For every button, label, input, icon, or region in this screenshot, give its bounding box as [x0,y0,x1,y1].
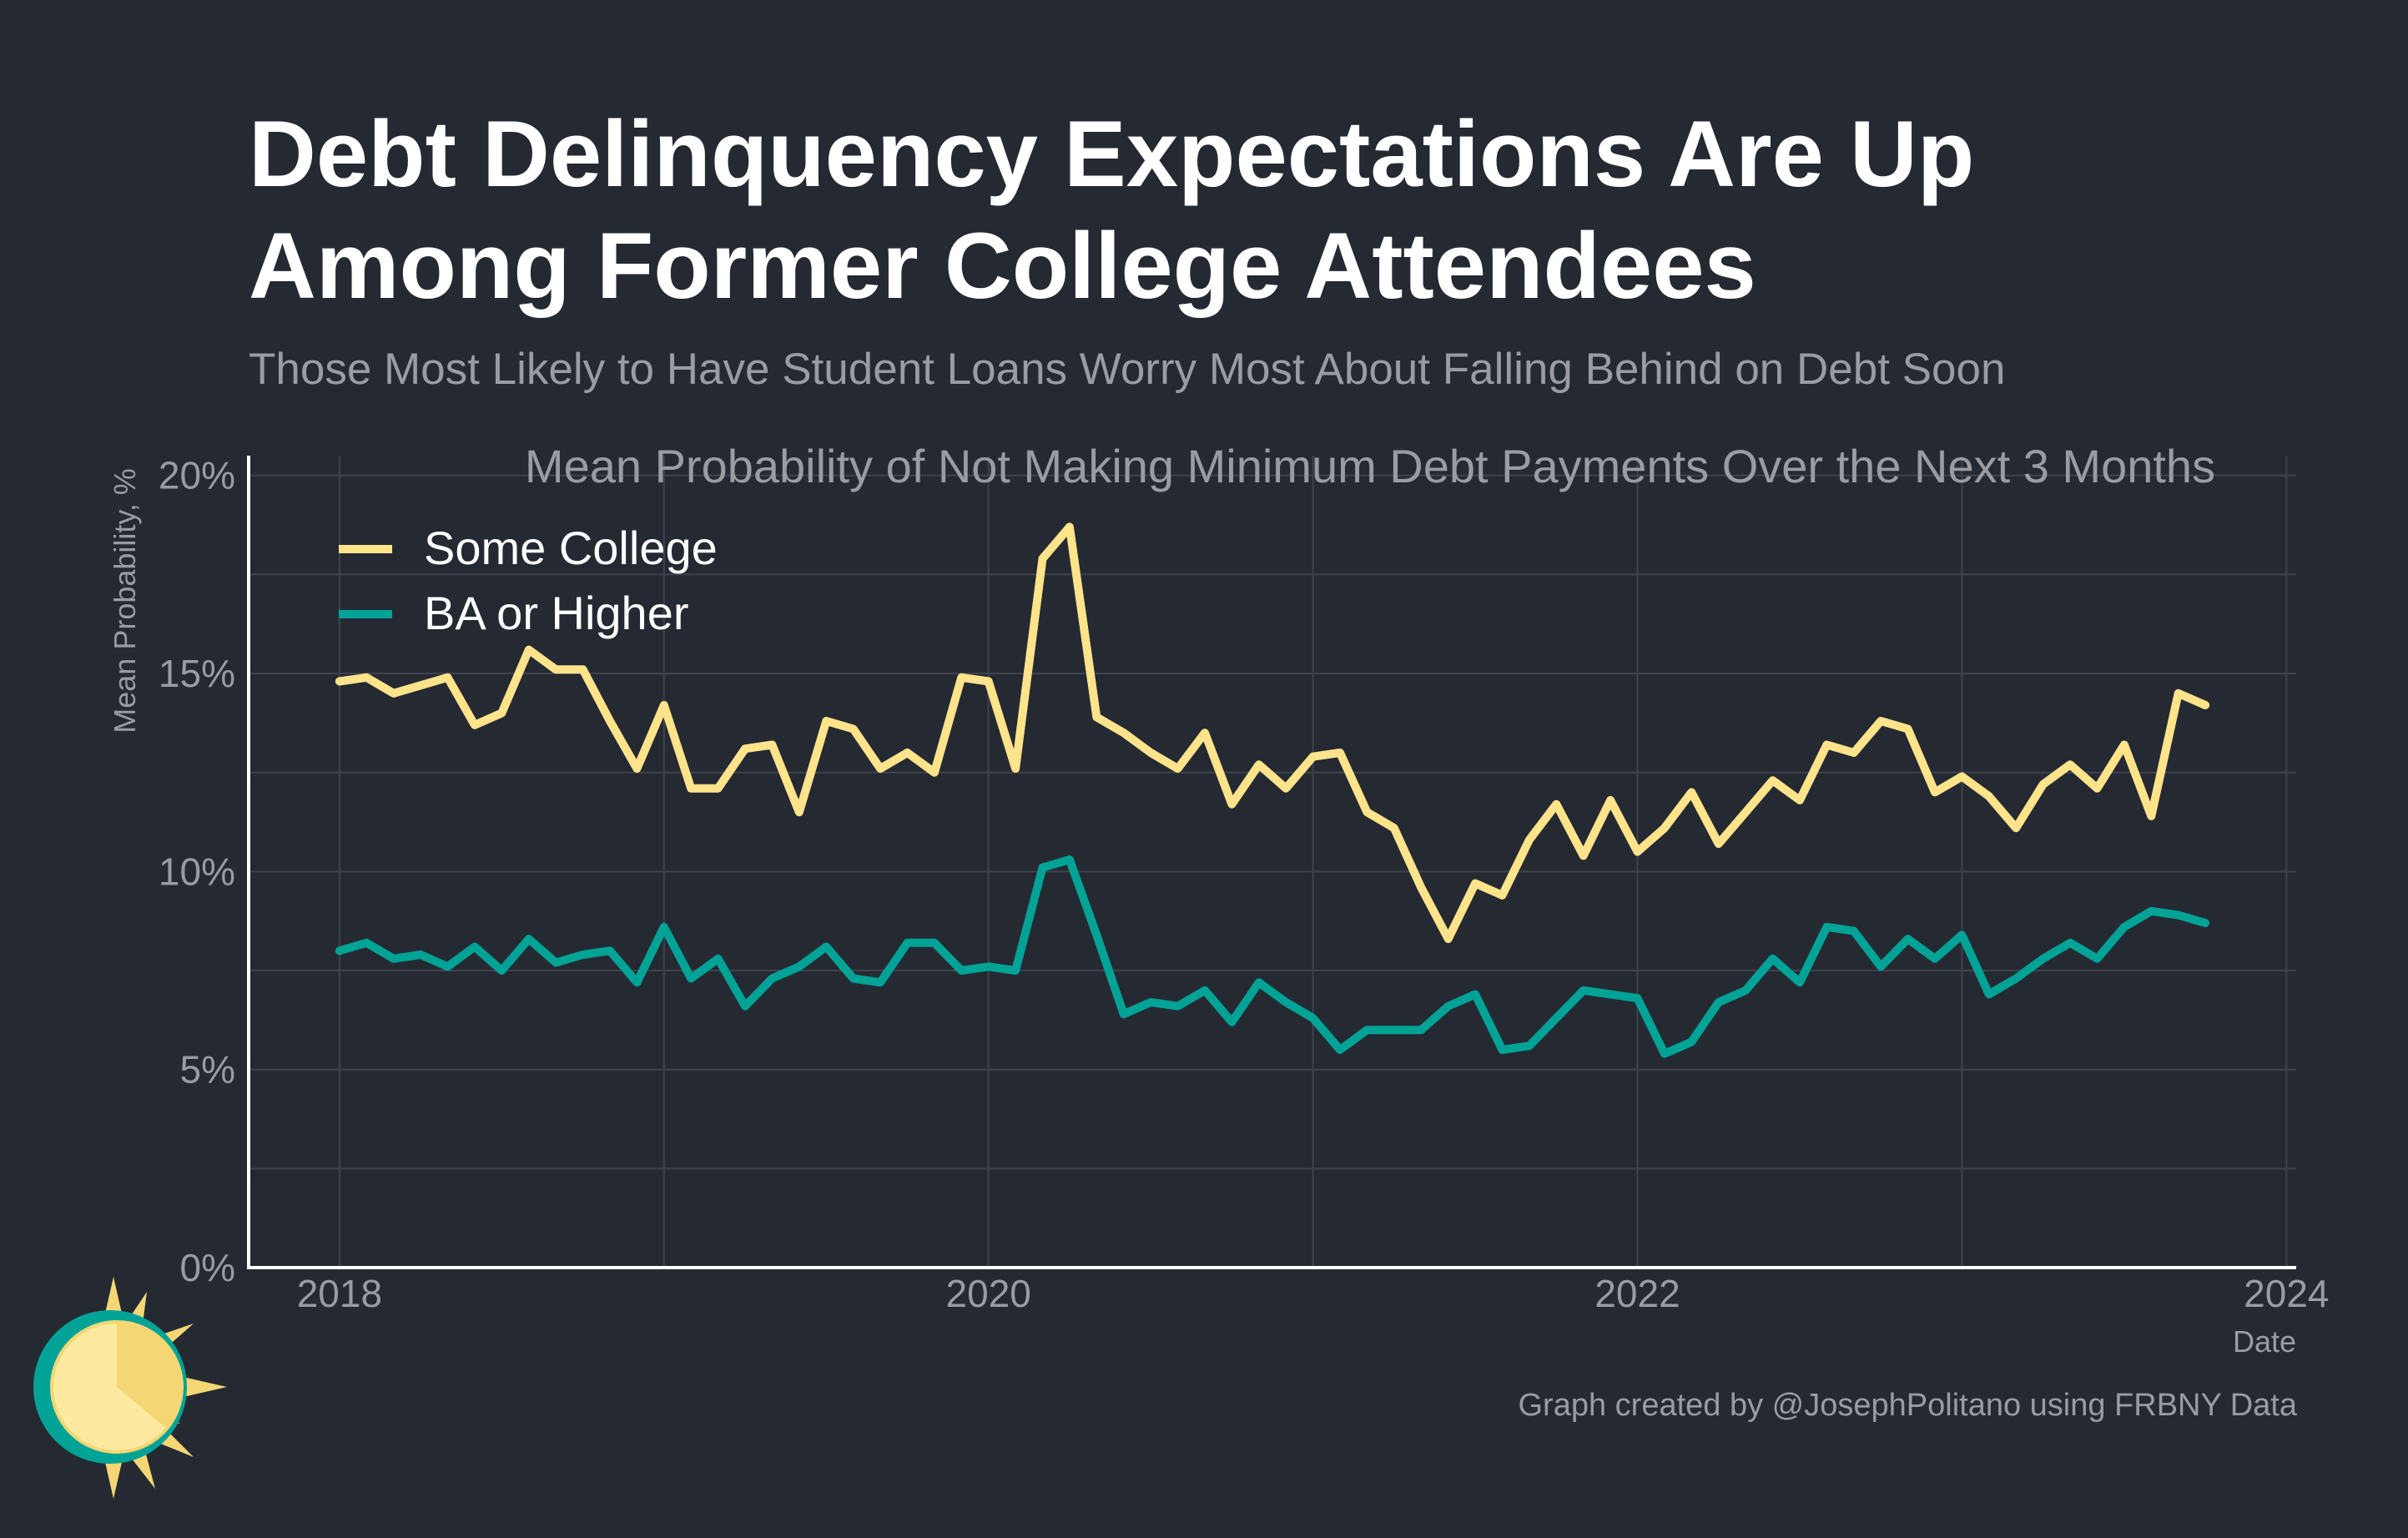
x-axis-label: Date [2233,1324,2296,1359]
y-tick-label: 5% [180,1048,235,1092]
series-line-ba-or-higher [335,855,2210,1058]
title-line-1: Debt Delinquency Expectations Are Up [249,102,1975,206]
chart-subtitle: Those Most Likely to Have Student Loans … [249,345,2006,394]
x-tick-label: 2022 [1594,1272,1680,1315]
source-credit: Graph created by @JosephPolitano using F… [1518,1388,2298,1423]
x-tick-label: 2024 [2244,1272,2329,1315]
y-tick-label: 20% [159,454,235,497]
x-tick-labels: 2018 2020 2022 2024 [297,1272,2330,1315]
x-tick-label: 2018 [297,1272,382,1315]
y-tick-label: 0% [180,1246,235,1289]
data-series [335,522,2210,1058]
y-axis-label: Mean Probability, % [108,468,142,733]
x-tick-label: 2020 [946,1272,1031,1315]
legend[interactable]: Some College BA or Higher [339,522,718,639]
sun-icon [33,1277,227,1499]
y-tick-label: 10% [159,850,235,893]
series-line-some-college [335,522,2210,944]
chart-title: Debt Delinquency Expectations Are Up Amo… [249,98,1974,322]
y-tick-labels: 0% 5% 10% 15% 20% [159,454,235,1289]
grid-lines [249,456,2296,1268]
legend-label-ba-or-higher: BA or Higher [424,587,689,639]
axes [247,456,2296,1269]
plot-title: Mean Probability of Not Making Minimum D… [525,440,2215,492]
title-line-2: Among Former College Attendees [249,214,1756,318]
y-tick-label: 15% [159,652,235,695]
legend-label-some-college: Some College [424,522,718,574]
